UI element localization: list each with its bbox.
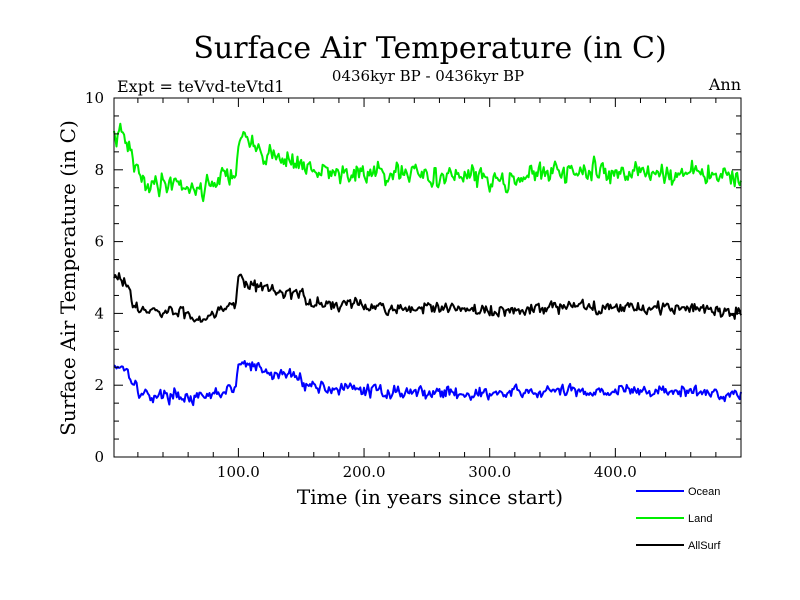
series-line-land [113, 122, 742, 203]
y-tick-label: 0 [94, 448, 104, 466]
series-layer [113, 122, 742, 407]
y-tick-label: 4 [94, 304, 104, 322]
experiment-label: Expt = teVvd-teVtd1 [117, 77, 284, 96]
legend-label-land: Land [688, 513, 712, 525]
plot-frame [113, 97, 742, 458]
period-label: Ann [708, 75, 741, 94]
y-tick-label: 2 [94, 376, 104, 394]
axes-layer: 0 2 4 6 8 10 100.0 200.0 300.0 400.0 [85, 89, 742, 481]
x-tick-label: 400.0 [594, 463, 637, 481]
y-tick-label: 8 [94, 161, 104, 179]
chart-subtitle: 0436kyr BP - 0436kyr BP [332, 67, 524, 85]
legend: Ocean Land AllSurf [636, 486, 721, 552]
x-tick-label: 300.0 [468, 463, 511, 481]
legend-label-allsurf: AllSurf [688, 540, 721, 552]
x-tick-label: 200.0 [343, 463, 386, 481]
y-axis-label: Surface Air Temperature (in C) [56, 120, 80, 436]
legend-label-ocean: Ocean [688, 486, 720, 498]
x-tick-label: 100.0 [217, 463, 260, 481]
chart-title: Surface Air Temperature (in C) [193, 31, 666, 66]
y-tick-label: 10 [85, 89, 104, 107]
y-tick-label: 6 [94, 233, 104, 251]
x-axis-label: Time (in years since start) [297, 485, 563, 509]
series-line-ocean [113, 360, 742, 407]
series-line-allsurf [113, 272, 742, 323]
